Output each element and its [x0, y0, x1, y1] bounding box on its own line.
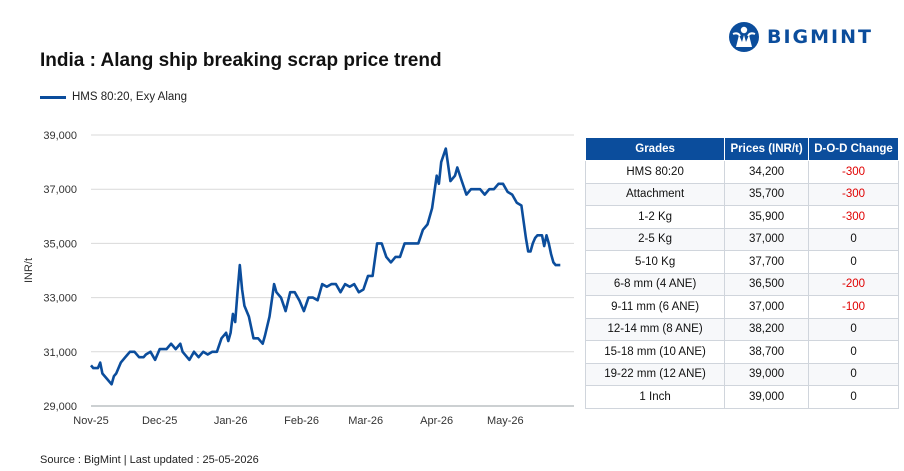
source-note: Source : BigMint | Last updated : 25-05-… — [40, 454, 259, 466]
y-tick-label: 29,000 — [43, 401, 77, 413]
x-tick-label: Nov-25 — [73, 415, 108, 427]
table-row: 12-14 mm (8 ANE) 38,200 0 — [584, 317, 899, 341]
table-row: 19-22 mm (12 ANE) 39,000 0 — [584, 362, 899, 386]
table-body: HMS 80:20 34,200 -300 Attachment 35,700 -300 1… — [584, 160, 899, 409]
table-row: 2-5 Kg 37,000 0 — [584, 227, 899, 251]
series-layer — [90, 147, 561, 386]
x-axis-ticks: Nov-25 Dec-25 Jan-26 Feb-26 Mar-26 Apr-26 May-… — [73, 415, 523, 427]
grade-cell: 12-14 mm (8 ANE) — [584, 317, 726, 341]
series-line-hms-80-20 — [90, 147, 561, 386]
price-cell: 36,500 — [724, 272, 810, 296]
price-cell: 38,700 — [724, 340, 810, 364]
price-cell: 37,700 — [724, 250, 810, 274]
bigmint-logo: BIGMINT — [727, 20, 873, 54]
y-tick-label: 37,000 — [43, 184, 77, 196]
grade-cell: HMS 80:20 — [584, 160, 726, 184]
change-cell: -300 — [808, 205, 899, 229]
x-tick-label: Mar-26 — [348, 415, 383, 427]
price-cell: 34,200 — [724, 160, 810, 184]
price-cell: 39,000 — [724, 362, 810, 386]
x-tick-label: Jan-26 — [214, 415, 248, 427]
x-tick-label: Feb-26 — [284, 415, 319, 427]
legend-swatch — [40, 95, 66, 99]
price-cell: 39,000 — [724, 385, 810, 409]
y-tick-label: 33,000 — [43, 293, 77, 305]
price-cell: 37,000 — [724, 295, 810, 319]
table-row: 6-8 mm (4 ANE) 36,500 -200 — [584, 272, 899, 296]
change-cell: -100 — [808, 295, 899, 319]
x-tick-label: May-26 — [487, 415, 524, 427]
grade-cell: 5-10 Kg — [584, 250, 726, 274]
table-row: 5-10 Kg 37,700 0 — [584, 250, 899, 274]
change-cell: 0 — [808, 317, 899, 341]
header-dod-change: D-O-D Change — [808, 137, 899, 161]
price-cell: 35,700 — [724, 182, 810, 206]
change-cell: 0 — [808, 340, 899, 364]
grade-cell: Attachment — [584, 182, 726, 206]
grade-cell: 2-5 Kg — [584, 227, 726, 251]
table-row: 1 Inch 39,000 0 — [584, 385, 899, 409]
grade-cell: 9-11 mm (6 ANE) — [584, 295, 726, 319]
table-header-row: Grades Prices (INR/t) D-O-D Change — [584, 137, 899, 161]
grade-cell: 1-2 Kg — [584, 205, 726, 229]
header-grades: Grades — [584, 137, 726, 161]
y-axis-ticks: 29,000 31,000 33,000 35,000 37,000 39,000 — [43, 130, 77, 413]
table-row: 15-18 mm (10 ANE) 38,700 0 — [584, 340, 899, 364]
grid-lines — [91, 134, 574, 407]
price-cell: 35,900 — [724, 205, 810, 229]
y-axis-label: INR/t — [23, 258, 35, 283]
change-cell: -300 — [808, 182, 899, 206]
grade-cell: 6-8 mm (4 ANE) — [584, 272, 726, 296]
x-tick-label: Dec-25 — [142, 415, 177, 427]
chart-legend: HMS 80:20, Exy Alang — [40, 91, 187, 103]
change-cell: -200 — [808, 272, 899, 296]
y-tick-label: 39,000 — [43, 130, 77, 142]
bigmint-logo-icon — [729, 22, 759, 52]
legend-label: HMS 80:20, Exy Alang — [72, 91, 188, 103]
table-row: Attachment 35,700 -300 — [584, 182, 899, 206]
price-cell: 38,200 — [724, 317, 810, 341]
header-prices: Prices (INR/t) — [724, 137, 810, 161]
grade-cell: 19-22 mm (12 ANE) — [584, 362, 726, 386]
grade-cell: 1 Inch — [584, 385, 726, 409]
change-cell: 0 — [808, 227, 899, 251]
y-tick-label: 35,000 — [43, 238, 77, 250]
change-cell: 0 — [808, 250, 899, 274]
change-cell: 0 — [808, 362, 899, 386]
y-tick-label: 31,000 — [43, 347, 77, 359]
table-row: HMS 80:20 34,200 -300 — [584, 160, 899, 184]
x-tick-label: Apr-26 — [420, 415, 453, 427]
change-cell: 0 — [808, 385, 899, 409]
table-row: 9-11 mm (6 ANE) 37,000 -100 — [584, 295, 899, 319]
price-cell: 37,000 — [724, 227, 810, 251]
change-cell: -300 — [808, 160, 899, 184]
chart-title: India : Alang ship breaking scrap price … — [40, 50, 442, 71]
table-row: 1-2 Kg 35,900 -300 — [584, 205, 899, 229]
grades-price-table: Grades Prices (INR/t) D-O-D Change HMS 8… — [584, 137, 899, 409]
logo-text: BIGMINT — [767, 26, 873, 48]
grade-cell: 15-18 mm (10 ANE) — [584, 340, 726, 364]
